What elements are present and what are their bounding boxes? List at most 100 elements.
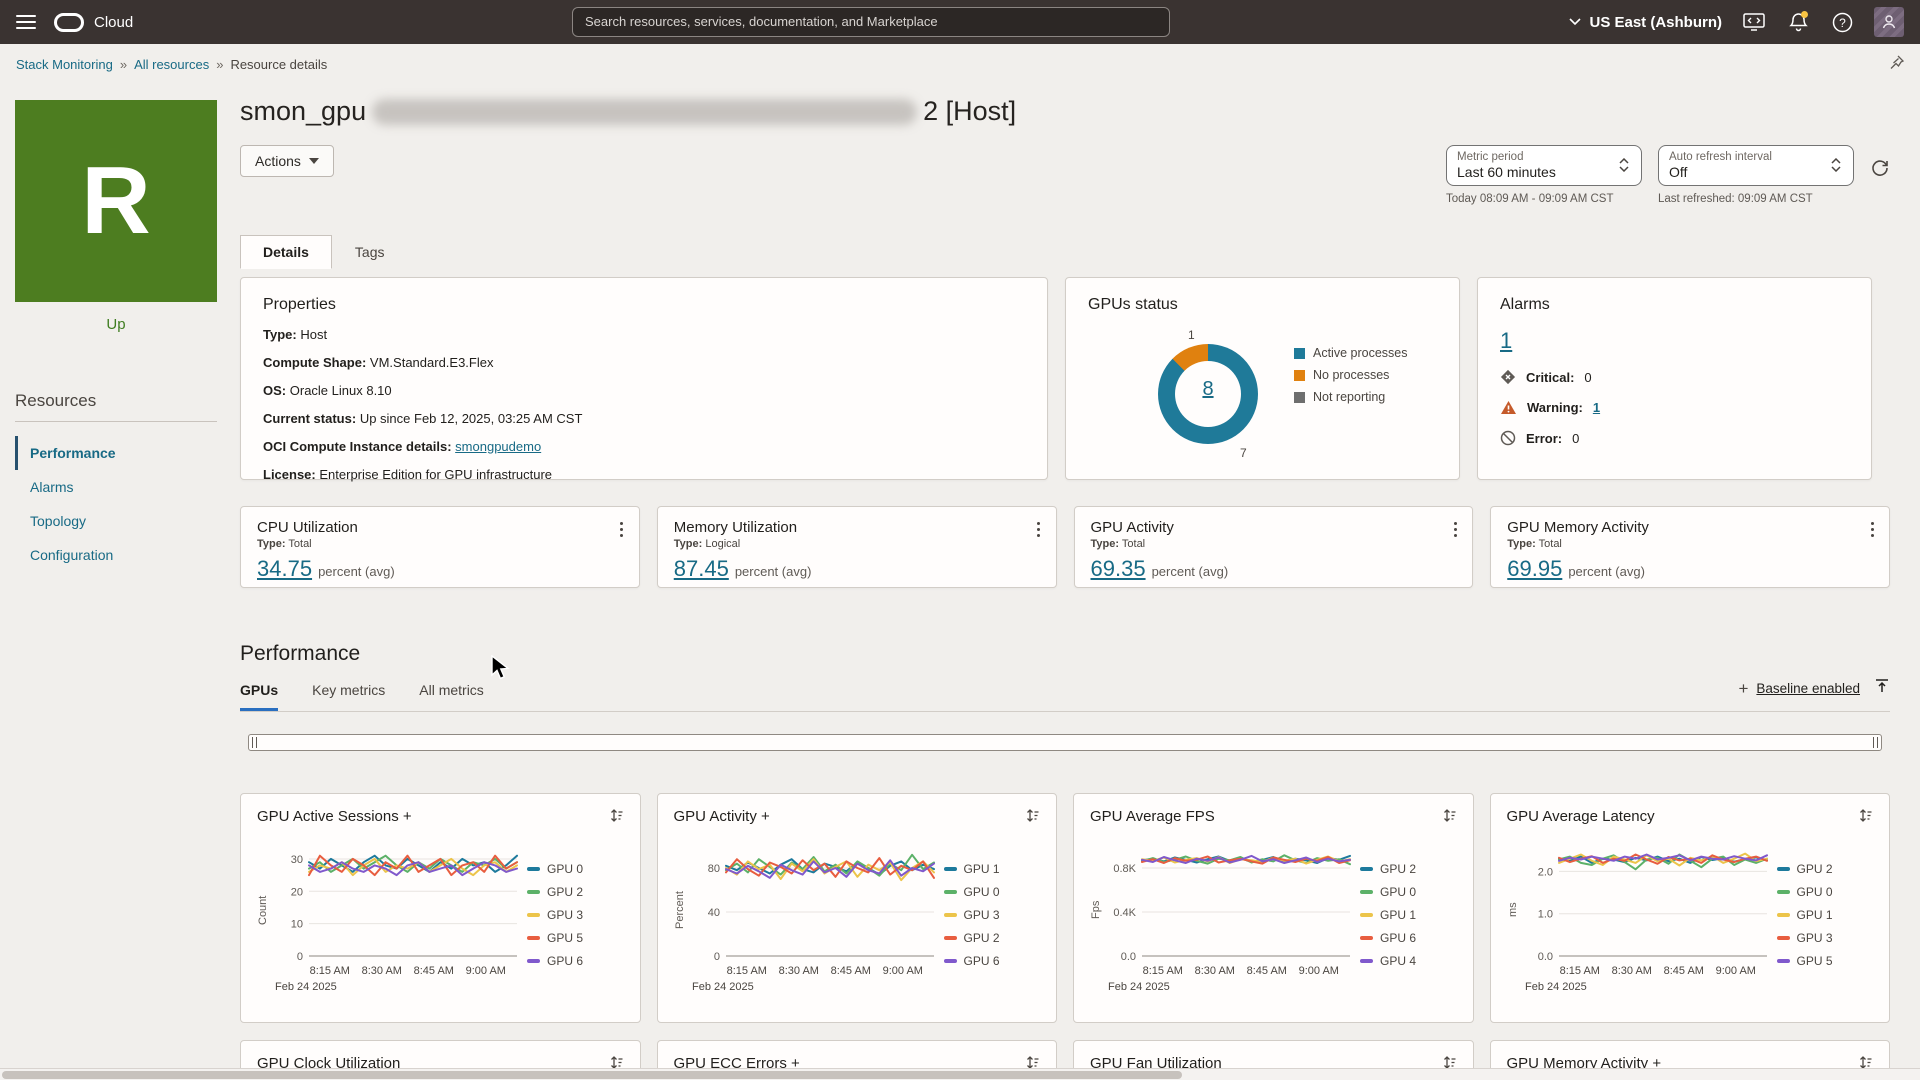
sidebar-item-topology[interactable]: Topology xyxy=(30,513,87,529)
warning-count-link[interactable]: 1 xyxy=(1592,400,1601,415)
profile-avatar[interactable] xyxy=(1874,7,1904,37)
legend-item[interactable]: GPU 3 xyxy=(1776,931,1833,945)
legend-item[interactable]: GPU 2 xyxy=(943,931,1000,945)
legend-item[interactable]: GPU 6 xyxy=(1360,931,1416,945)
breadcrumb-all-resources[interactable]: All resources xyxy=(134,56,210,72)
gpus-total-link[interactable]: 8 xyxy=(1202,378,1214,400)
breadcrumb-current: Resource details xyxy=(230,56,328,72)
perf-tab-gpus[interactable]: GPUs xyxy=(240,682,279,711)
alarms-total-link[interactable]: 1 xyxy=(1500,328,1513,353)
sort-icon[interactable] xyxy=(1442,808,1457,828)
property-row: OCI Compute Instance details: smongpudem… xyxy=(263,439,542,454)
y-axis-label: ms xyxy=(1506,902,1519,918)
svg-text:80: 80 xyxy=(707,863,719,875)
svg-text:Feb 24 2025: Feb 24 2025 xyxy=(1108,981,1170,993)
kebab-menu-icon[interactable] xyxy=(1869,519,1875,540)
legend-item[interactable]: GPU 6 xyxy=(527,954,583,968)
pin-icon[interactable] xyxy=(1889,55,1905,73)
tab-details[interactable]: Details xyxy=(240,235,332,269)
sort-icon[interactable] xyxy=(1025,808,1040,828)
performance-tabs: GPUs Key metrics All metrics + Baseline … xyxy=(240,679,1890,712)
sort-icon[interactable] xyxy=(1025,1055,1040,1075)
svg-text:8:45 AM: 8:45 AM xyxy=(1663,965,1703,977)
last-refreshed-hint: Last refreshed: 09:09 AM CST xyxy=(1658,193,1813,205)
line-chart: 0 40 80 8:15 AM 8:30 AM 8:45 AM 9:00 AM Feb 24 … xyxy=(692,853,935,993)
sidebar-item-performance[interactable]: Performance xyxy=(15,436,217,470)
legend-item[interactable]: GPU 0 xyxy=(527,862,583,876)
chart-card: GPU Active Sessions + Count 0 10 20 30 8:15 AM… xyxy=(240,793,641,1023)
legend-item[interactable]: GPU 1 xyxy=(943,862,1000,876)
legend-item[interactable]: GPU 4 xyxy=(1360,954,1416,968)
legend-item[interactable]: GPU 6 xyxy=(943,954,1000,968)
hamburger-menu-icon[interactable] xyxy=(16,15,36,29)
detail-tabs: Details Tags xyxy=(240,235,1890,269)
legend-item[interactable]: GPU 1 xyxy=(1360,908,1416,922)
sort-icon[interactable] xyxy=(1858,1055,1873,1075)
legend-item[interactable]: GPU 1 xyxy=(1776,908,1833,922)
actions-button[interactable]: Actions xyxy=(240,145,334,177)
svg-text:?: ? xyxy=(1839,16,1846,30)
sidebar-item-alarms[interactable]: Alarms xyxy=(30,479,74,495)
sort-icon[interactable] xyxy=(1858,808,1873,828)
svg-text:Feb 24 2025: Feb 24 2025 xyxy=(692,981,754,993)
memory-value-link[interactable]: 87.45 xyxy=(673,556,729,581)
legend-item[interactable]: GPU 2 xyxy=(1776,862,1833,876)
breadcrumb-stack-monitoring[interactable]: Stack Monitoring xyxy=(16,56,113,72)
chart-legend: GPU 2 GPU 0 GPU 1 GPU 6 GPU 4 xyxy=(1360,862,1416,996)
legend-item[interactable]: GPU 5 xyxy=(527,931,583,945)
tab-tags[interactable]: Tags xyxy=(354,244,385,260)
baseline-enabled-link[interactable]: Baseline enabled xyxy=(1756,681,1860,696)
horizontal-scrollbar[interactable] xyxy=(0,1068,1920,1080)
compute-instance-link[interactable]: smongpudemo xyxy=(455,439,542,454)
legend-item[interactable]: GPU 5 xyxy=(1776,954,1833,968)
legend-item[interactable]: GPU 0 xyxy=(1360,885,1416,899)
kebab-menu-icon[interactable] xyxy=(1452,519,1458,540)
donut-chart[interactable] xyxy=(1158,344,1258,444)
slider-handle-right[interactable] xyxy=(1873,737,1878,748)
performance-heading: Performance xyxy=(240,642,361,665)
filter-icon[interactable] xyxy=(1874,678,1890,699)
gpu-memory-value-link[interactable]: 69.95 xyxy=(1507,556,1563,581)
cloudshell-icon[interactable] xyxy=(1742,10,1766,34)
legend-item[interactable]: GPU 3 xyxy=(943,908,1000,922)
resources-nav: Performance Alarms Topology Configuratio… xyxy=(15,436,217,572)
property-row: Current status: Up since Feb 12, 2025, 0… xyxy=(263,411,583,426)
chart-title: GPU ECC Errors + xyxy=(673,1055,800,1072)
alarms-card: Alarms 1 Critical: 0 Warning: 1 Error: 0 xyxy=(1477,277,1872,480)
metric-period-select[interactable]: Metric period Last 60 minutes xyxy=(1446,145,1642,186)
cpu-value-link[interactable]: 34.75 xyxy=(257,556,313,581)
sidebar-item-configuration[interactable]: Configuration xyxy=(30,547,114,563)
legend-item[interactable]: GPU 0 xyxy=(1776,885,1833,899)
redacted-title-segment xyxy=(372,98,918,125)
notifications-icon[interactable] xyxy=(1786,10,1810,34)
metric-period-hint: Today 08:09 AM - 09:09 AM CST xyxy=(1446,193,1614,205)
scrollbar-thumb[interactable] xyxy=(2,1071,1182,1079)
legend-item[interactable]: GPU 2 xyxy=(1360,862,1416,876)
search-input[interactable]: Search resources, services, documentatio… xyxy=(572,7,1170,37)
help-icon[interactable]: ? xyxy=(1830,10,1854,34)
auto-refresh-select[interactable]: Auto refresh interval Off xyxy=(1658,145,1854,186)
legend-item[interactable]: GPU 2 xyxy=(527,885,583,899)
time-range-slider[interactable] xyxy=(248,734,1882,751)
svg-text:9:00 AM: 9:00 AM xyxy=(1715,965,1755,977)
kebab-menu-icon[interactable] xyxy=(619,519,625,540)
resources-heading: Resources xyxy=(15,391,217,422)
legend-item[interactable]: GPU 3 xyxy=(527,908,583,922)
svg-text:8:30 AM: 8:30 AM xyxy=(362,965,402,977)
refresh-icon[interactable] xyxy=(1870,157,1890,182)
legend-item[interactable]: GPU 0 xyxy=(943,885,1000,899)
gpu-activity-value-link[interactable]: 69.35 xyxy=(1090,556,1146,581)
legend-no-processes: No processes xyxy=(1294,368,1407,382)
region-selector[interactable]: US East (Ashburn) xyxy=(1569,14,1722,31)
chart-title: GPU Active Sessions + xyxy=(257,808,412,825)
perf-tab-key-metrics[interactable]: Key metrics xyxy=(312,682,386,698)
chart-card: GPU Average Latency ms 0.0 1.0 2.0 8:15 AM 8:3… xyxy=(1489,793,1890,1023)
perf-tab-all-metrics[interactable]: All metrics xyxy=(419,682,484,698)
sort-icon[interactable] xyxy=(1442,1055,1457,1075)
slider-handle-left[interactable] xyxy=(252,737,257,748)
sort-icon[interactable] xyxy=(609,808,624,828)
metric-card-gpu-memory: GPU Memory Activity Type: Total 69.95 per… xyxy=(1490,506,1890,588)
kebab-menu-icon[interactable] xyxy=(1036,519,1042,540)
sort-icon[interactable] xyxy=(609,1055,624,1075)
